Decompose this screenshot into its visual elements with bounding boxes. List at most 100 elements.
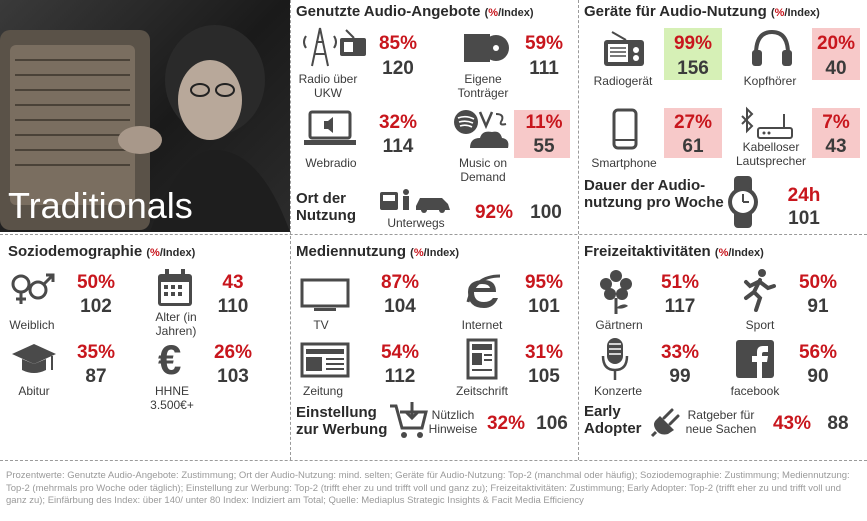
divider-v1 — [290, 0, 291, 460]
device-highlight-speaker — [812, 108, 860, 158]
leisure-pct-concerts: 33% — [660, 342, 700, 363]
device-idx-radio: 156 — [677, 58, 709, 79]
media-label-magazine: Zeitschrift — [455, 384, 508, 398]
socio-idx-abitur: 87 — [85, 366, 107, 387]
devices-sub-rest: /Index) — [784, 7, 820, 19]
persona-photo: Traditionals — [0, 0, 290, 232]
graduation-cap-icon — [12, 344, 56, 373]
socio-sub-rest: /Index) — [159, 247, 196, 259]
leisure-idx-gardening: 117 — [664, 296, 696, 317]
device-pct-radio: 99% — [673, 33, 713, 54]
socio-pct-abitur: 35% — [76, 342, 116, 363]
socio-idx-age: 110 — [217, 296, 249, 317]
divider-h2 — [0, 460, 867, 461]
leisure-pct-sport: 50% — [798, 272, 838, 293]
socio-pct-income: 26% — [213, 342, 253, 363]
device-label-smartphone: Smartphone — [591, 156, 657, 170]
microphone-icon — [601, 338, 629, 380]
ads-title: Einstellung zur Werbung — [296, 404, 388, 438]
divider-v2 — [578, 0, 579, 460]
leisure-title-text: Freizeitaktivitäten — [584, 243, 711, 260]
media-title-text: Mediennutzung — [296, 243, 406, 260]
radio-icon — [604, 31, 644, 66]
audio-offer-label-radio: Radio über UKW — [298, 72, 358, 100]
streaming-icon — [454, 110, 509, 148]
audio-offer-pct-webradio: 32% — [378, 112, 418, 133]
audio-offer-idx-radio: 120 — [382, 58, 414, 79]
leisure-label-sport: Sport — [745, 318, 775, 332]
ads-idx: 106 — [536, 413, 568, 434]
audio-offers-title: Genutzte Audio-Angebote (%/Index) — [296, 3, 534, 20]
audio-offers-title-text: Genutzte Audio-Angebote — [296, 3, 481, 20]
socio-label-female: Weiblich — [9, 318, 55, 332]
radio-tower-icon — [303, 27, 366, 67]
device-idx-headphones: 40 — [825, 58, 847, 79]
audio-offer-highlight-streaming — [514, 110, 570, 158]
calendar-icon — [158, 269, 192, 306]
socio-label-age: Alter (in Jahren) — [155, 310, 197, 338]
socio-sub-pct: % — [150, 247, 160, 259]
persona-title: Traditionals — [8, 185, 193, 226]
audio-offers-sub-pct: % — [488, 7, 499, 19]
leisure-sub-rest: /Index) — [728, 247, 764, 259]
media-sub-pct: % — [413, 247, 424, 259]
media-title: Mediennutzung (%/Index) — [296, 243, 459, 260]
media-sub-open: ( — [410, 247, 414, 259]
adopter-idx: 88 — [827, 413, 849, 434]
leisure-sub-pct: % — [718, 247, 729, 259]
device-idx-smartphone: 61 — [682, 136, 704, 157]
socio-title-text: Soziodemographie — [8, 243, 143, 260]
adopter-label: Ratgeber für neue Sachen — [685, 408, 757, 436]
audio-offer-pct-streaming: 11% — [525, 112, 563, 133]
usage-place-title: Ort der Nutzung — [296, 190, 356, 224]
leisure-label-concerts: Konzerte — [593, 384, 643, 398]
bluetooth-speaker-icon — [741, 106, 793, 139]
flower-icon — [600, 270, 632, 314]
gender-icon — [11, 273, 55, 304]
media-label-newspaper: Zeitung — [302, 384, 344, 398]
smartphone-icon — [612, 108, 638, 150]
adopter-title: Early Adopter — [584, 403, 642, 437]
duration-title: Dauer der Audio-nutzung pro Woche — [584, 177, 724, 211]
devices-title: Geräte für Audio-Nutzung (%/Index) — [584, 3, 820, 20]
persona-photo-illustration — [0, 25, 290, 232]
socio-idx-female: 102 — [80, 296, 112, 317]
cart-icon — [390, 402, 428, 438]
media-label-tv: TV — [313, 318, 329, 332]
audio-offer-idx-webradio: 114 — [382, 136, 414, 157]
socio-title: Soziodemographie (%/Index) — [8, 243, 195, 260]
audio-offers-sub-open: ( — [484, 7, 489, 19]
usage-place-label: Unterwegs — [387, 216, 445, 230]
leisure-sub-open: ( — [714, 247, 719, 259]
audio-offer-pct-cd: 59% — [524, 33, 564, 54]
audio-offer-label-webradio: Webradio — [305, 156, 357, 170]
device-highlight-radio — [664, 28, 722, 80]
leisure-idx-facebook: 90 — [807, 366, 829, 387]
cd-icon — [464, 34, 509, 62]
travel-icon — [380, 189, 450, 213]
adopter-pct: 43% — [772, 413, 812, 434]
audio-offer-label-cd: Eigene Tonträger — [457, 72, 509, 100]
newspaper-icon — [300, 342, 350, 378]
device-highlight-headphones — [812, 28, 860, 80]
divider-h1 — [0, 234, 867, 235]
laptop-speaker-icon — [304, 110, 356, 145]
media-label-internet: Internet — [461, 318, 503, 332]
headphones-icon — [752, 29, 792, 66]
media-pct-magazine: 31% — [524, 342, 564, 363]
internet-explorer-icon — [466, 274, 501, 308]
media-idx-tv: 104 — [384, 296, 416, 317]
audio-offers-sub-rest: /Index) — [498, 7, 534, 19]
device-label-headphones: Kopfhörer — [743, 74, 797, 88]
facebook-icon — [736, 340, 774, 378]
devices-sub-pct: % — [774, 7, 785, 19]
device-idx-speaker: 43 — [825, 136, 847, 157]
leisure-pct-facebook: 56% — [798, 342, 838, 363]
leisure-idx-concerts: 99 — [669, 366, 691, 387]
usage-place-pct: 92% — [474, 202, 514, 223]
media-pct-newspaper: 54% — [380, 342, 420, 363]
media-pct-internet: 95% — [524, 272, 564, 293]
tv-icon — [300, 278, 350, 311]
socio-label-abitur: Abitur — [18, 384, 50, 398]
socio-label-income: HHNE 3.500€+ — [150, 384, 194, 412]
